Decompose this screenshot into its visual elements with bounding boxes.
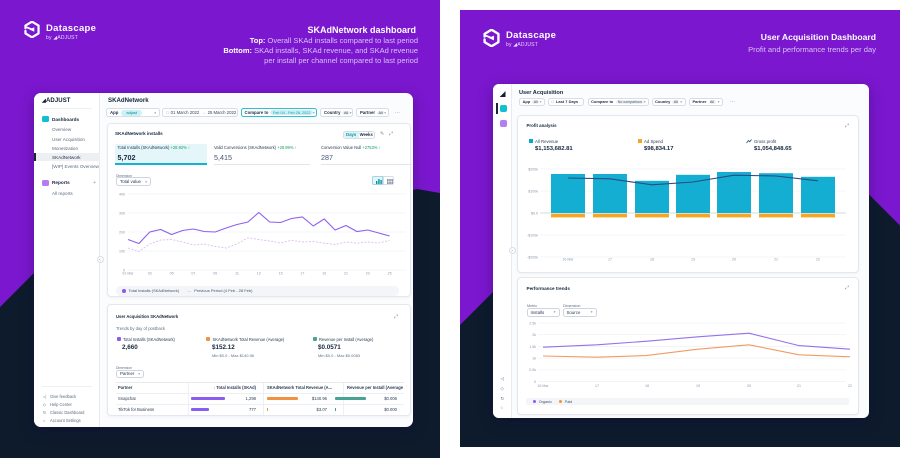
svg-text:03: 03 [148,271,152,275]
svg-text:19: 19 [691,258,695,262]
svg-text:1k: 1k [532,357,536,361]
svg-text:17: 17 [300,271,304,275]
svg-text:-$200k: -$200k [527,255,538,259]
svg-text:19: 19 [696,384,700,388]
svg-text:21: 21 [344,271,348,275]
svg-text:20: 20 [747,384,751,388]
svg-text:-$100k: -$100k [527,233,538,237]
svg-text:25: 25 [388,271,392,275]
svg-text:11: 11 [235,271,239,275]
svg-text:100: 100 [119,249,125,253]
svg-text:22: 22 [816,258,820,262]
svg-text:$100k: $100k [528,189,538,193]
svg-text:0.5k: 0.5k [529,368,536,372]
svg-text:21: 21 [774,258,778,262]
svg-text:0: 0 [534,380,536,384]
svg-text:2k: 2k [532,333,536,337]
svg-text:2.5k: 2.5k [529,321,536,325]
svg-text:22: 22 [848,384,852,388]
svg-text:400: 400 [119,192,125,196]
svg-text:1.5k: 1.5k [529,345,536,349]
svg-text:16 Mar: 16 Mar [562,258,574,262]
svg-text:300: 300 [119,211,125,215]
svg-text:23: 23 [366,271,370,275]
svg-text:01 Mar: 01 Mar [122,271,134,275]
svg-text:20: 20 [732,258,736,262]
svg-text:17: 17 [595,384,599,388]
svg-text:19: 19 [322,271,326,275]
svg-text:0: 0 [123,268,125,272]
svg-text:09: 09 [213,271,217,275]
svg-text:21: 21 [797,384,801,388]
svg-text:18: 18 [645,384,649,388]
svg-text:13: 13 [257,271,261,275]
svg-text:05: 05 [170,271,174,275]
svg-text:17: 17 [608,258,612,262]
svg-text:18: 18 [650,258,654,262]
svg-text:15: 15 [279,271,283,275]
svg-text:$200k: $200k [528,167,538,171]
svg-text:$0.0: $0.0 [531,211,538,215]
svg-text:07: 07 [191,271,195,275]
svg-text:200: 200 [119,230,125,234]
svg-text:16 Mar: 16 Mar [537,384,549,388]
